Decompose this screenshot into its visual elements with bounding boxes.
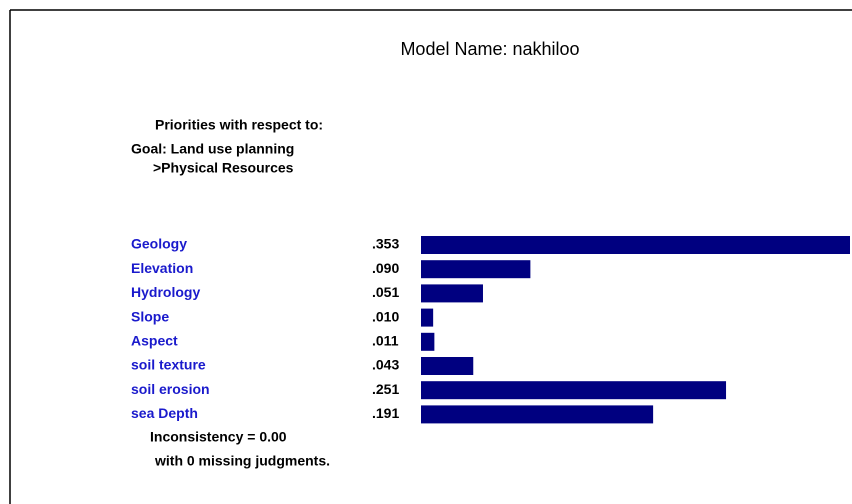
category-label: Elevation <box>131 260 193 276</box>
bar <box>421 357 474 375</box>
value-label: .011 <box>372 333 399 349</box>
bar <box>421 332 435 351</box>
category-label: sea Depth <box>131 405 198 421</box>
bar <box>421 284 483 303</box>
footer-line: Inconsistency = 0.00 <box>150 429 287 445</box>
category-label: Aspect <box>131 333 178 349</box>
bar <box>421 308 434 327</box>
chart-title: Model Name: nakhiloo <box>400 39 579 59</box>
bar <box>421 381 727 400</box>
footer-line: with 0 missing judgments. <box>154 453 330 469</box>
bar <box>421 405 654 424</box>
category-label: Geology <box>131 236 187 252</box>
header-line: >Physical Resources <box>153 160 294 176</box>
value-label: .043 <box>372 357 399 373</box>
header-line: Goal: Land use planning <box>131 141 294 157</box>
category-label: Hydrology <box>131 284 200 300</box>
value-label: .010 <box>372 308 399 324</box>
bar <box>421 236 850 254</box>
bar <box>421 260 531 279</box>
value-label: .051 <box>372 284 399 300</box>
value-label: .251 <box>372 381 399 397</box>
category-label: soil erosion <box>131 381 210 397</box>
value-label: .191 <box>372 405 399 421</box>
category-label: soil texture <box>131 357 206 373</box>
header-line: Priorities with respect to: <box>155 117 323 133</box>
category-label: Slope <box>131 308 169 324</box>
value-label: .090 <box>372 260 399 276</box>
value-label: .353 <box>372 236 399 252</box>
